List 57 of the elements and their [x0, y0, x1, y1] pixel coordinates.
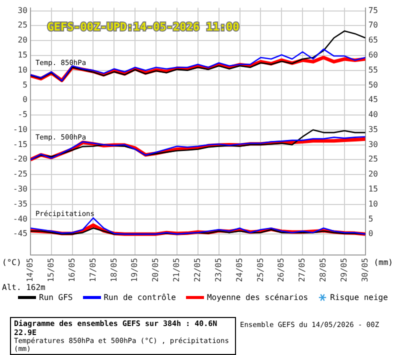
y-tick-label: 25	[18, 20, 28, 30]
y2-tick-label: 25	[368, 154, 378, 164]
y-tick-label: -30	[12, 184, 28, 194]
x-tick-label: 25/05	[256, 258, 265, 282]
y-tick-label: -20	[12, 154, 28, 164]
y2-tick-label: 20	[368, 170, 378, 179]
y-tick-label: -35	[12, 199, 28, 208]
y-tick-label: -5	[18, 110, 28, 120]
y-tick-label: -15	[12, 140, 28, 149]
y2-tick-label: 15	[368, 184, 378, 194]
legend-label: Moyenne des scénarios	[206, 293, 308, 302]
y2-tick-label: 5	[368, 214, 374, 224]
x-tick-label: 20/05	[151, 258, 160, 282]
y2-tick-label: 10	[368, 199, 378, 208]
x-tick-label: 17/05	[88, 258, 98, 282]
text: Alt. 162m	[1, 283, 46, 293]
x-tick-label: 14/05	[26, 258, 35, 282]
y2-tick-label: 30	[368, 140, 378, 149]
y-axis-title: (°C)	[2, 258, 22, 267]
y2-tick-label: 75	[368, 6, 378, 15]
x-tick-label: 29/05	[340, 258, 349, 282]
x-tick-label: 26/05	[276, 258, 286, 282]
y-tick-label: 20	[18, 36, 28, 45]
y-tick-label: 30	[18, 6, 28, 15]
x-tick-label: 18/05	[109, 258, 118, 282]
x-tick-label: 28/05	[318, 258, 328, 282]
y-tick-label: -40	[12, 214, 28, 224]
legend-label: Run GFS	[39, 293, 73, 302]
x-tick-label: 16/05	[67, 258, 76, 282]
y-tick-label: -45	[12, 229, 28, 238]
y-tick-label: 5	[22, 80, 28, 90]
annotation: GEFS-00Z-UPD:14-05-2026 11:00	[47, 20, 240, 34]
y-tick-label: 15	[18, 50, 28, 60]
y2-tick-label: 0	[368, 229, 374, 238]
y2-tick-label: 65	[368, 36, 378, 45]
y2-tick-label: 35	[368, 124, 378, 134]
x-tick-label: 24/05	[234, 258, 244, 282]
x-tick-label: 21/05	[172, 258, 182, 282]
x-tick-label: 19/05	[130, 258, 140, 282]
y-tick-label: -10	[12, 124, 28, 134]
x-tick-label: 22/05	[192, 258, 202, 282]
y2-tick-label: 70	[368, 20, 378, 30]
y2-axis-title: (mm)	[374, 258, 393, 267]
x-tick-label: 15/05	[46, 258, 56, 282]
y-tick-label: -25	[12, 170, 28, 179]
text: Risque neige	[330, 293, 388, 302]
x-tick-label: 27/05	[298, 258, 307, 282]
y2-tick-label: 55	[368, 65, 378, 74]
y-tick-label: 0	[22, 95, 28, 104]
y2-tick-label: 50	[368, 80, 378, 90]
y2-tick-label: 40	[368, 110, 378, 120]
x-tick-label: 30/05	[360, 258, 370, 282]
x-tick-label: 23/05	[214, 258, 223, 282]
legend-label: Run de contrôle	[104, 293, 176, 302]
y2-tick-label: 60	[368, 50, 378, 60]
y-tick-label: 10	[18, 65, 28, 74]
y2-tick-label: 45	[368, 95, 378, 104]
